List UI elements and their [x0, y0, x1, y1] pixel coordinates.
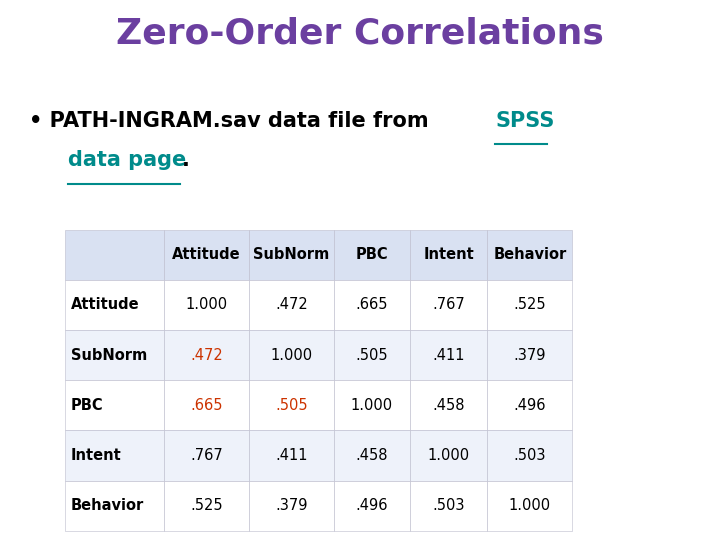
Text: 1.000: 1.000: [271, 348, 312, 362]
FancyBboxPatch shape: [334, 280, 410, 330]
FancyBboxPatch shape: [164, 280, 249, 330]
FancyBboxPatch shape: [65, 380, 164, 430]
FancyBboxPatch shape: [410, 330, 487, 380]
Text: Attitude: Attitude: [172, 247, 241, 262]
Text: .379: .379: [513, 348, 546, 362]
FancyBboxPatch shape: [164, 430, 249, 481]
Text: 1.000: 1.000: [428, 448, 469, 463]
Text: .472: .472: [275, 298, 308, 312]
Text: .525: .525: [190, 498, 223, 513]
FancyBboxPatch shape: [410, 280, 487, 330]
Text: .505: .505: [275, 398, 308, 413]
FancyBboxPatch shape: [164, 380, 249, 430]
FancyBboxPatch shape: [249, 481, 334, 531]
Text: .665: .665: [190, 398, 223, 413]
FancyBboxPatch shape: [65, 430, 164, 481]
Text: .665: .665: [356, 298, 388, 312]
Text: SubNorm: SubNorm: [71, 348, 147, 362]
Text: .503: .503: [432, 498, 465, 513]
Text: 1.000: 1.000: [509, 498, 551, 513]
FancyBboxPatch shape: [334, 230, 410, 280]
FancyBboxPatch shape: [164, 330, 249, 380]
Text: • PATH-INGRAM.sav data file from: • PATH-INGRAM.sav data file from: [29, 111, 436, 131]
FancyBboxPatch shape: [410, 380, 487, 430]
Text: .: .: [181, 150, 189, 170]
FancyBboxPatch shape: [487, 330, 572, 380]
FancyBboxPatch shape: [164, 481, 249, 531]
FancyBboxPatch shape: [164, 230, 249, 280]
Text: Attitude: Attitude: [71, 298, 139, 312]
Text: PBC: PBC: [356, 247, 388, 262]
Text: .525: .525: [513, 298, 546, 312]
FancyBboxPatch shape: [410, 481, 487, 531]
Text: .458: .458: [356, 448, 388, 463]
Text: Intent: Intent: [423, 247, 474, 262]
Text: .458: .458: [432, 398, 465, 413]
Text: .496: .496: [513, 398, 546, 413]
Text: .767: .767: [432, 298, 465, 312]
Text: data page: data page: [68, 150, 186, 170]
FancyBboxPatch shape: [487, 280, 572, 330]
FancyBboxPatch shape: [410, 230, 487, 280]
FancyBboxPatch shape: [334, 380, 410, 430]
Text: .496: .496: [356, 498, 388, 513]
Text: 1.000: 1.000: [351, 398, 393, 413]
Text: .411: .411: [432, 348, 465, 362]
Text: .505: .505: [356, 348, 388, 362]
FancyBboxPatch shape: [487, 380, 572, 430]
Text: Behavior: Behavior: [493, 247, 567, 262]
Text: Zero-Order Correlations: Zero-Order Correlations: [116, 16, 604, 50]
FancyBboxPatch shape: [249, 280, 334, 330]
FancyBboxPatch shape: [65, 481, 164, 531]
Text: .472: .472: [190, 348, 223, 362]
FancyBboxPatch shape: [65, 280, 164, 330]
FancyBboxPatch shape: [334, 330, 410, 380]
FancyBboxPatch shape: [487, 430, 572, 481]
FancyBboxPatch shape: [249, 380, 334, 430]
FancyBboxPatch shape: [65, 330, 164, 380]
FancyBboxPatch shape: [334, 481, 410, 531]
Text: .767: .767: [190, 448, 223, 463]
FancyBboxPatch shape: [410, 430, 487, 481]
Text: Intent: Intent: [71, 448, 121, 463]
FancyBboxPatch shape: [487, 230, 572, 280]
Text: .411: .411: [275, 448, 308, 463]
FancyBboxPatch shape: [65, 230, 164, 280]
Text: 1.000: 1.000: [186, 298, 228, 312]
Text: PBC: PBC: [71, 398, 103, 413]
FancyBboxPatch shape: [487, 481, 572, 531]
FancyBboxPatch shape: [334, 430, 410, 481]
FancyBboxPatch shape: [249, 430, 334, 481]
Text: SPSS: SPSS: [495, 111, 554, 131]
Text: .503: .503: [513, 448, 546, 463]
FancyBboxPatch shape: [249, 230, 334, 280]
FancyBboxPatch shape: [249, 330, 334, 380]
Text: SubNorm: SubNorm: [253, 247, 330, 262]
Text: Behavior: Behavior: [71, 498, 144, 513]
Text: .379: .379: [275, 498, 308, 513]
